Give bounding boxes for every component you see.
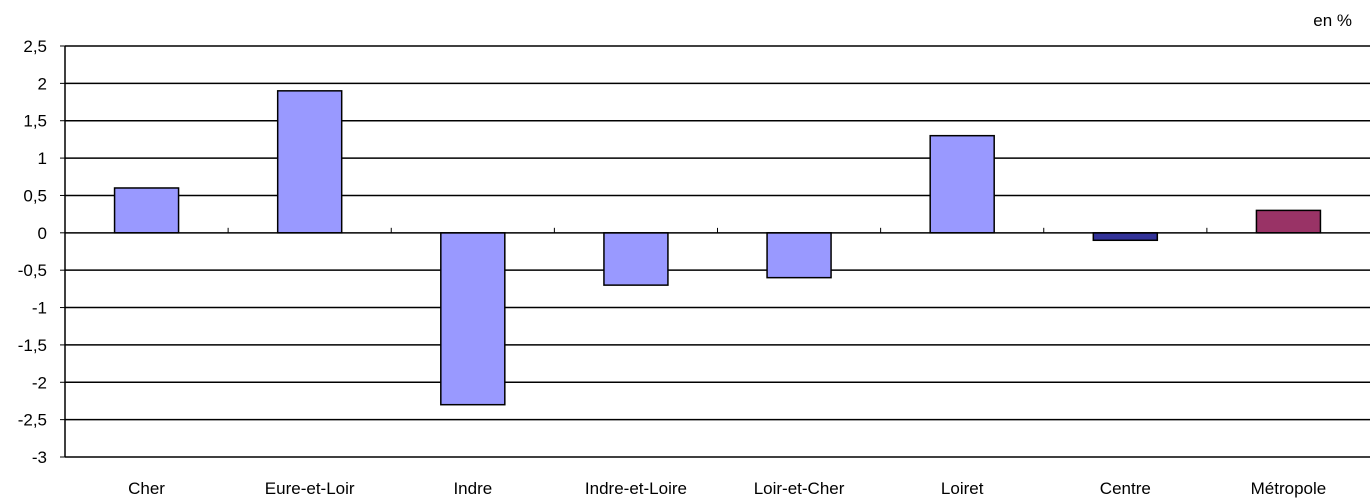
x-tick-labels: Cher Eure-et-Loir Indre Indre-et-Loire Loir-… [128,479,1326,498]
x-tick-label: Indre-et-Loire [585,479,687,498]
bar [1255,209,1322,234]
y-tick-label: 2,5 [23,37,47,56]
bars [113,90,1322,406]
x-tick-label: Centre [1100,479,1151,498]
x-tick-label: Eure-et-Loir [265,479,355,498]
x-tick-label: Indre [453,479,492,498]
gridlines [65,45,1370,458]
x-tick-label: Métropole [1251,479,1327,498]
unit-label: en % [1313,11,1352,30]
x-tick-label: Loiret [941,479,984,498]
bar [1092,232,1159,242]
axes [60,45,1370,458]
y-tick-labels: 2,5 2 1,5 1 0,5 0 -0,5 -1 -1,5 -2 -2,5 -3 [18,37,47,467]
y-tick-label: -3 [32,448,47,467]
y-tick-label: 1,5 [23,112,47,131]
bar [113,187,180,234]
y-tick-label: 1 [38,149,47,168]
bar [929,134,995,234]
y-tick-label: -2 [32,373,47,392]
y-tick-label: 0,5 [23,186,47,205]
x-tick-label: Cher [128,479,165,498]
y-tick-label: -0,5 [18,261,47,280]
y-tick-label: -1,5 [18,336,47,355]
bar [276,90,343,234]
bar [766,232,832,279]
y-tick-label: 0 [38,224,47,243]
x-tick-label: Loir-et-Cher [754,479,845,498]
y-tick-label: -1 [32,299,47,318]
bar [440,232,506,406]
y-tick-label: -2,5 [18,411,47,430]
bar [603,232,669,286]
y-tick-label: 2 [38,74,47,93]
